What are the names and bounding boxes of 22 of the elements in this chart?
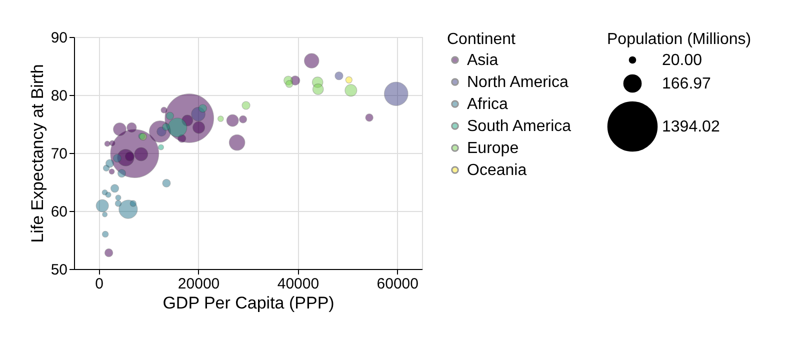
legend-label: North America bbox=[467, 74, 568, 91]
y-tick-label: 90 bbox=[50, 30, 68, 46]
y-axis-title: Life Expectancy at Birth bbox=[28, 64, 47, 243]
legend-title: Continent bbox=[447, 31, 516, 48]
x-tick-label: 60000 bbox=[376, 276, 418, 292]
x-tick-label: 0 bbox=[95, 276, 104, 292]
x-axis-title: GDP Per Capita (PPP) bbox=[162, 294, 334, 312]
y-tick-label: 80 bbox=[50, 88, 68, 104]
x-tick-label: 40000 bbox=[277, 276, 320, 292]
y-tick-label: 70 bbox=[50, 146, 68, 162]
y-tick-label: 60 bbox=[50, 204, 68, 220]
text: Population (Millions) bbox=[607, 31, 752, 48]
y-tick-label: 50 bbox=[50, 262, 68, 278]
legend-label: 20.00 bbox=[662, 52, 702, 69]
legend-label: 1394.02 bbox=[662, 118, 720, 136]
legend-label: Oceania bbox=[467, 162, 527, 179]
legend-label: 166.97 bbox=[662, 76, 712, 92]
legend-label: Asia bbox=[467, 52, 498, 69]
legend-label: South America bbox=[467, 118, 572, 135]
legend-label: Europe bbox=[467, 140, 519, 157]
legend-label: Africa bbox=[467, 96, 508, 113]
x-tick-label: 20000 bbox=[178, 276, 220, 292]
